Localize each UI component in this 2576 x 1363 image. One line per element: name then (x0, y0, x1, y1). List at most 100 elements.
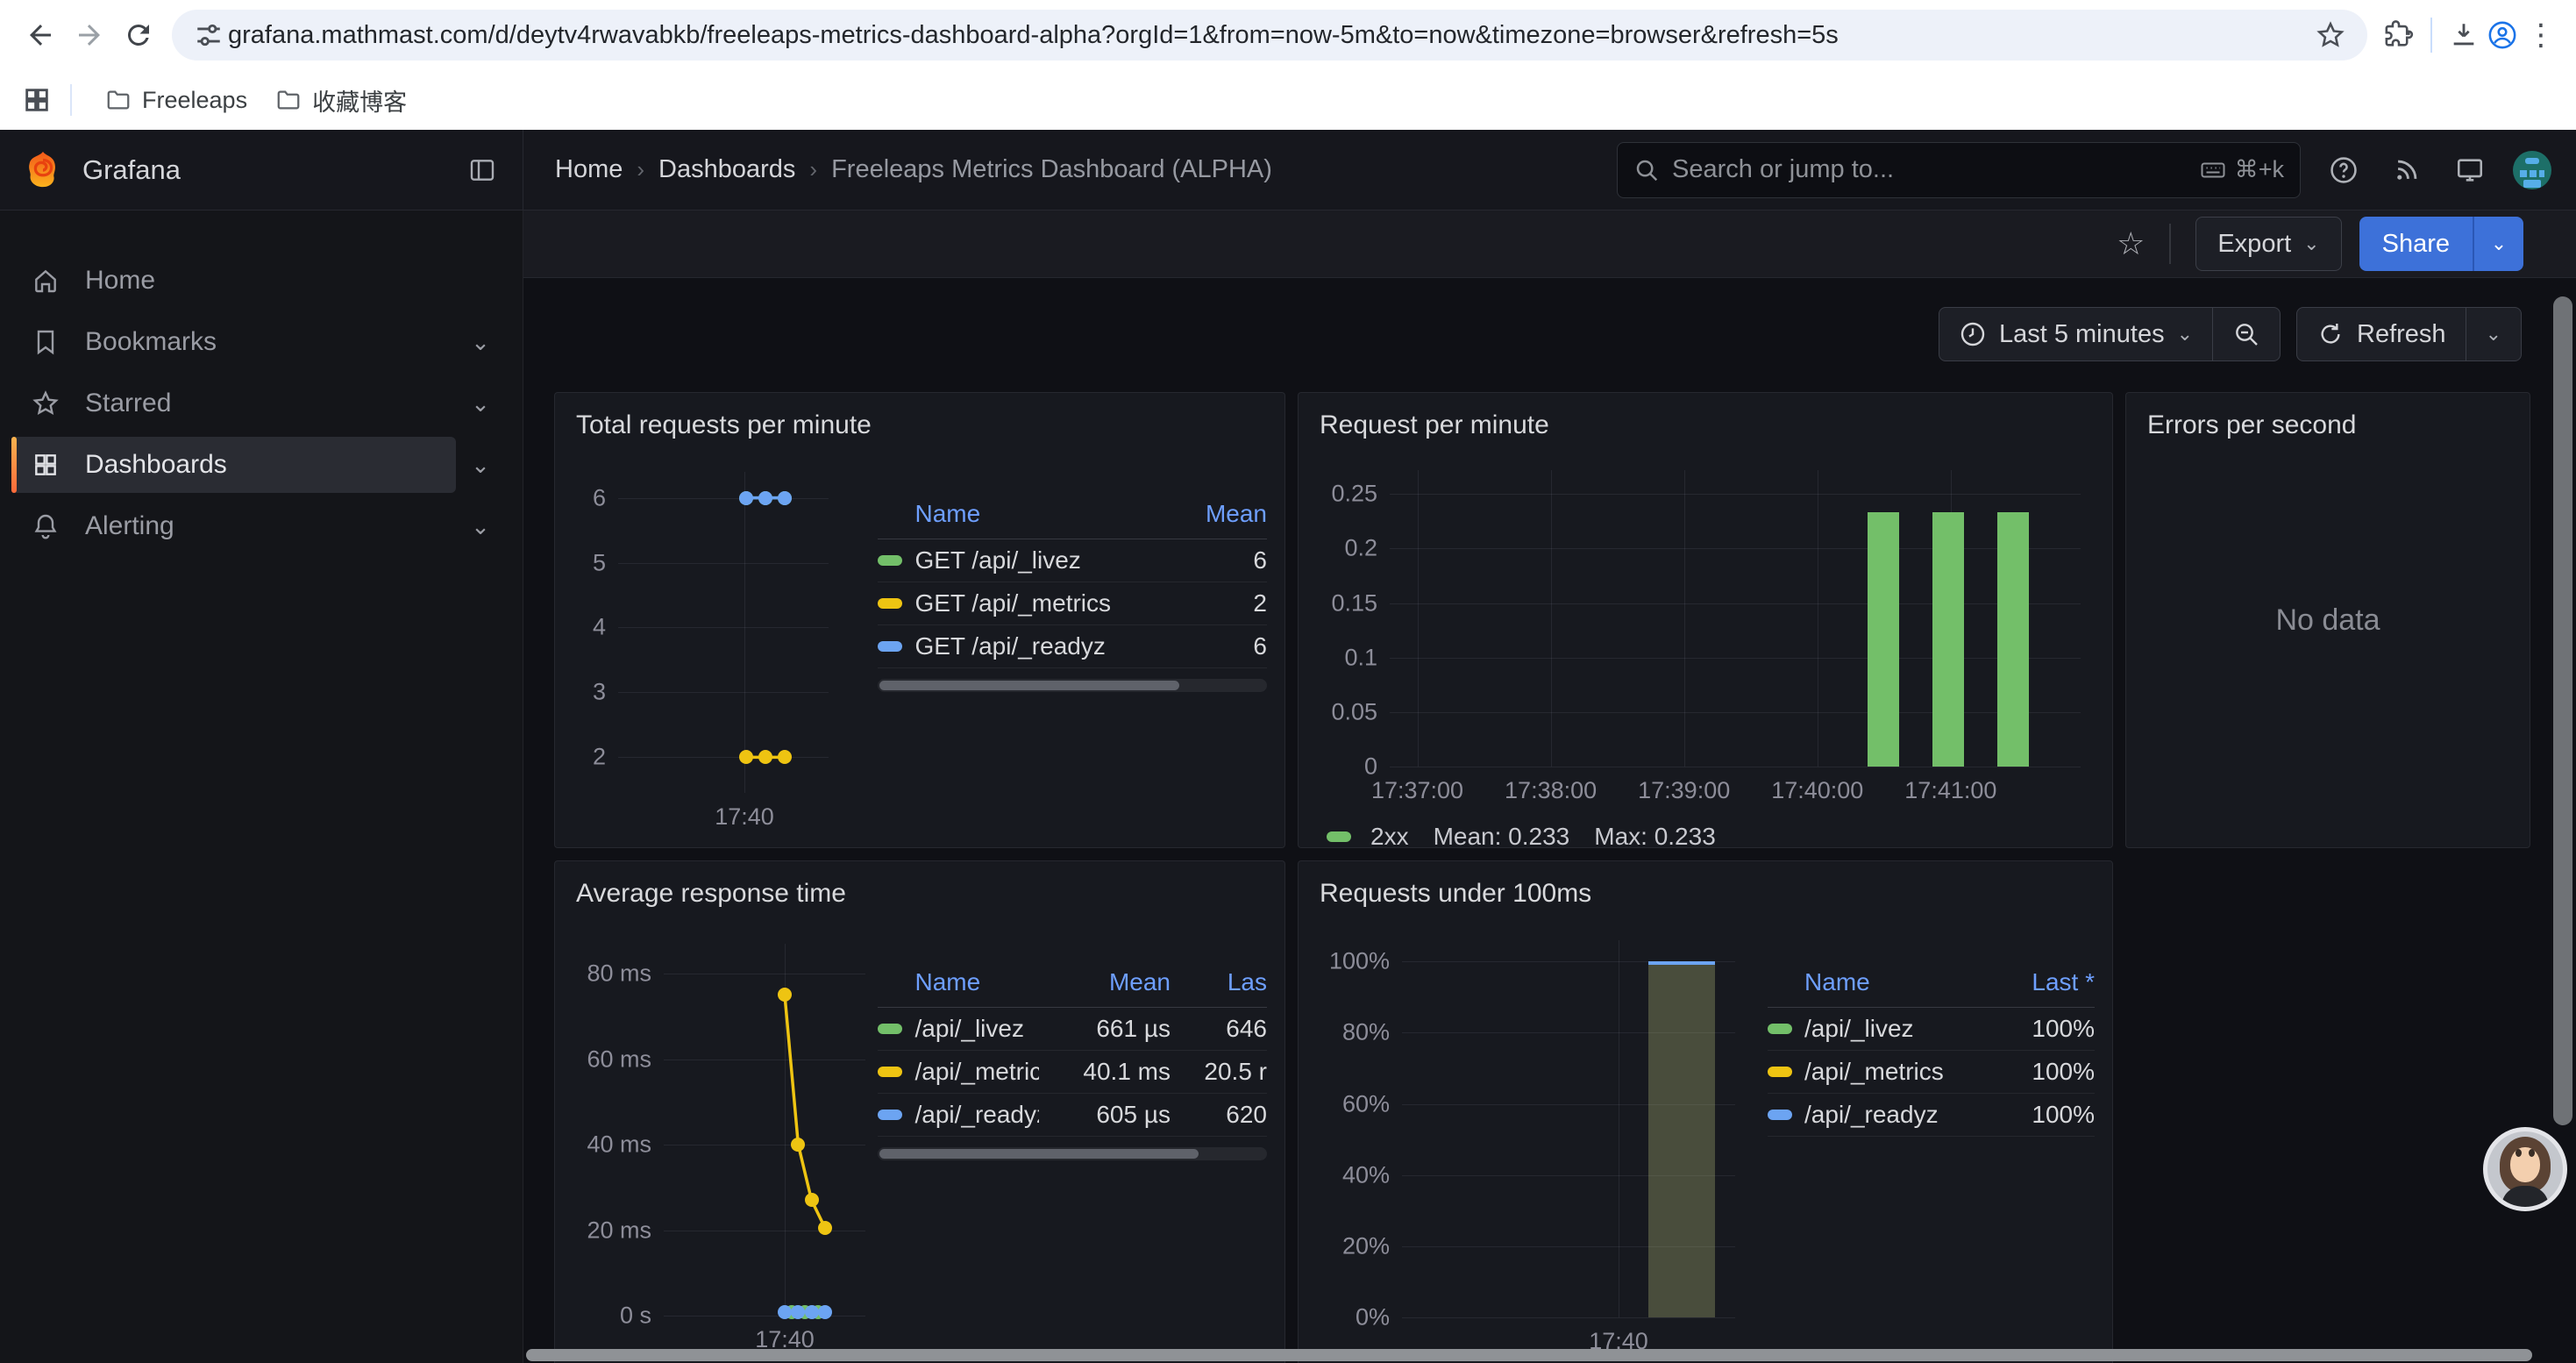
area-chart: 0%20%40%60%80%100%17:40 (1402, 940, 1735, 1317)
panel-average-response-time: Average response time 0 s20 ms40 ms60 ms… (554, 860, 1285, 1363)
bookmarks-bar: Freeleaps 收藏博客 (0, 70, 2576, 130)
refresh-interval-dropdown[interactable]: ⌄ (2466, 308, 2521, 360)
help-icon[interactable] (2323, 150, 2364, 190)
legend-header: Name Mean (878, 495, 1267, 539)
sidebar-item-starred[interactable]: Starred ⌄ (0, 375, 523, 432)
data-point (818, 1305, 832, 1319)
sidebar-toggle-icon[interactable] (463, 151, 502, 189)
legend-header: Name Last * (1768, 963, 2095, 1008)
apps-grid-icon[interactable] (18, 81, 56, 119)
search-input[interactable]: Search or jump to... ⌘+k (1617, 142, 2301, 198)
favorite-star-icon[interactable]: ☆ (2117, 225, 2145, 262)
legend-col-mean[interactable]: Mean (1039, 968, 1171, 996)
refresh-button[interactable]: Refresh (2297, 308, 2466, 360)
y-axis-label: 0.05 (1331, 698, 1377, 725)
time-range-picker[interactable]: Last 5 minutes ⌄ (1939, 308, 2212, 360)
share-button[interactable]: Share (2359, 217, 2473, 271)
breadcrumb-dashboards[interactable]: Dashboards (658, 155, 795, 184)
share-dropdown-button[interactable]: ⌄ (2473, 217, 2523, 271)
x-axis-label: 17:38:00 (1505, 777, 1597, 804)
series-color-pill (1327, 831, 1351, 842)
user-avatar[interactable] (2513, 151, 2551, 189)
legend-col-last[interactable]: Las (1171, 968, 1267, 996)
downloads-icon[interactable] (2444, 16, 2483, 54)
legend-col-name[interactable]: Name (1768, 968, 1989, 996)
legend-row: GET /api/_livez 6 (878, 539, 1267, 582)
legend-row: GET /api/_readyz 6 (878, 625, 1267, 668)
toolbar-divider (2430, 18, 2432, 53)
series-color-pill (878, 1067, 902, 1077)
chevron-down-icon[interactable]: ⌄ (463, 390, 498, 417)
site-settings-icon[interactable] (189, 16, 228, 54)
zoom-out-icon (2232, 320, 2260, 348)
browser-menu-icon[interactable]: ⋮ (2522, 16, 2560, 54)
address-bar[interactable]: grafana.mathmast.com/d/deytv4rwavabkb/fr… (172, 10, 2367, 61)
reload-button[interactable] (114, 11, 163, 60)
bar (1868, 512, 1899, 767)
legend-scrollbar-thumb[interactable] (879, 1149, 1199, 1159)
chevron-down-icon: ⌄ (2177, 323, 2193, 346)
search-icon (1633, 157, 1660, 183)
y-axis-label: 20% (1342, 1232, 1390, 1260)
series-color-pill (878, 641, 902, 652)
y-gridline (1402, 1317, 1735, 1318)
legend-col-mean[interactable]: Mean (1162, 500, 1267, 528)
panel-title[interactable]: Requests under 100ms (1316, 874, 2095, 917)
sidebar-item-alerting[interactable]: Alerting ⌄ (0, 498, 523, 554)
zoom-out-button[interactable] (2212, 308, 2280, 360)
legend-col-name[interactable]: Name (878, 968, 1039, 996)
y-gridline (1390, 603, 2081, 604)
chevron-down-icon[interactable]: ⌄ (463, 513, 498, 540)
series-color-pill (1768, 1110, 1792, 1120)
avatar-body (2501, 1186, 2549, 1211)
news-rss-icon[interactable] (2387, 150, 2427, 190)
dashboard-toolbar: ☆ Export⌄ Share ⌄ (523, 211, 2576, 278)
data-point (758, 491, 772, 505)
vertical-scrollbar-thumb[interactable] (2553, 296, 2572, 1125)
back-arrow-icon (25, 19, 56, 51)
horizontal-scrollbar-thumb[interactable] (526, 1349, 2532, 1361)
y-axis-label: 0.15 (1331, 589, 1377, 617)
panel-title[interactable]: Total requests per minute (573, 405, 1267, 449)
bookmarks-divider (70, 84, 72, 116)
chevron-down-icon: ⌄ (2491, 232, 2507, 255)
export-button[interactable]: Export⌄ (2195, 217, 2341, 271)
legend-col-last[interactable]: Last * (1989, 968, 2095, 996)
sidebar-item-bookmarks[interactable]: Bookmarks ⌄ (0, 314, 523, 370)
forward-button[interactable] (65, 11, 114, 60)
breadcrumb-home[interactable]: Home (555, 155, 623, 184)
panel-title[interactable]: Average response time (573, 874, 1267, 917)
y-axis-label: 80% (1342, 1019, 1390, 1046)
legend-row: /api/_metrics 40.1 ms 20.5 r (878, 1051, 1267, 1094)
legend-col-name[interactable]: Name (878, 500, 1162, 528)
url-text: grafana.mathmast.com/d/deytv4rwavabkb/fr… (228, 21, 2311, 50)
sidebar-item-home[interactable]: Home (0, 253, 523, 309)
legend-row: /api/_livez 661 µs 646 (878, 1008, 1267, 1051)
avatar-eye (2516, 1149, 2522, 1157)
chevron-down-icon[interactable]: ⌄ (463, 329, 498, 356)
sidebar-item-dashboards[interactable]: Dashboards ⌄ (0, 437, 523, 493)
back-button[interactable] (16, 11, 65, 60)
y-axis-label: 0 s (620, 1302, 651, 1330)
chevron-down-icon[interactable]: ⌄ (463, 452, 498, 479)
legend-scrollbar-thumb[interactable] (879, 681, 1179, 690)
legend-mean-stat: Mean: 0.233 (1434, 823, 1570, 848)
panel-title[interactable]: Request per minute (1316, 405, 2095, 449)
star-icon (31, 389, 60, 418)
bookmark-folder-blogs[interactable]: 收藏博客 (261, 76, 421, 125)
bookmark-star-icon[interactable] (2311, 16, 2350, 54)
grafana-logo[interactable] (23, 150, 63, 190)
extensions-icon[interactable] (2380, 16, 2418, 54)
tv-kiosk-icon[interactable] (2450, 150, 2490, 190)
bookmark-folder-freeleaps[interactable]: Freeleaps (91, 80, 261, 121)
y-axis-label: 4 (593, 614, 606, 641)
y-gridline (1390, 494, 2081, 495)
floating-assistant-avatar[interactable] (2483, 1127, 2567, 1211)
x-gridline (1684, 470, 1685, 767)
legend-series-name[interactable]: 2xx (1370, 823, 1409, 848)
legend-row: /api/_livez 100% (1768, 1008, 2095, 1051)
reload-icon (123, 19, 154, 51)
folder-icon (105, 87, 132, 113)
panel-request-per-minute: Request per minute 00.050.10.150.20.2517… (1298, 392, 2113, 848)
profile-icon[interactable] (2483, 16, 2522, 54)
